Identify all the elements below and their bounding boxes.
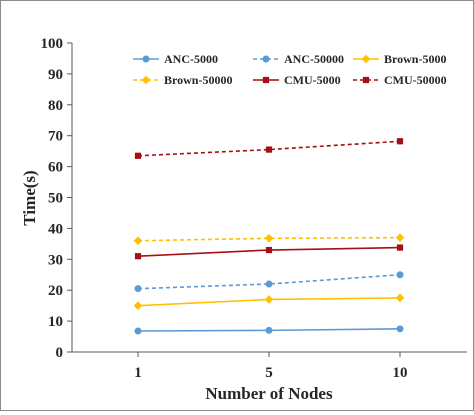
data-point-cmu-5000 — [265, 246, 273, 254]
legend-marker-cmu-50000 — [362, 76, 370, 84]
legend-entry-cmu-50000: CMU-50000 — [353, 73, 447, 87]
x-tick-label: 5 — [265, 365, 273, 381]
y-tick-label: 100 — [41, 36, 64, 52]
legend: ANC-5000 ANC-50000 Brown-5000 Brown-50000 CM… — [133, 52, 447, 87]
legend-label-brown-5000: Brown-5000 — [384, 52, 446, 66]
legend-label-cmu-5000: CMU-5000 — [284, 73, 341, 87]
y-tick-label: 20 — [48, 283, 63, 299]
series-line-anc-50000 — [137, 273, 401, 290]
data-point-brown-50000 — [264, 233, 274, 243]
data-point-brown-50000 — [133, 236, 143, 246]
y-tick-label: 10 — [48, 314, 63, 330]
data-point-anc-5000 — [396, 325, 404, 333]
legend-label-anc-50000: ANC-50000 — [284, 52, 344, 66]
axes: 0 10 20 30 40 50 60 70 80 90 100 1 5 10 — [41, 36, 467, 381]
data-point-cmu-50000 — [265, 146, 273, 153]
data-point-brown-5000 — [133, 301, 143, 310]
legend-entry-brown-50000: Brown-50000 — [133, 73, 232, 87]
data-point-anc-50000 — [134, 285, 142, 293]
y-tick-label: 90 — [48, 67, 63, 83]
series-brown-50000 — [133, 233, 405, 246]
legend-entry-anc-50000: ANC-50000 — [253, 52, 344, 66]
data-point-anc-5000 — [265, 326, 273, 334]
x-axis-title: Number of Nodes — [205, 384, 333, 403]
series-cmu-50000 — [134, 138, 404, 159]
legend-entry-anc-5000: ANC-5000 — [133, 52, 218, 66]
data-point-brown-5000 — [395, 293, 405, 303]
legend-entry-brown-5000: Brown-5000 — [353, 52, 446, 66]
legend-entry-cmu-5000: CMU-5000 — [253, 73, 341, 87]
data-point-cmu-5000 — [396, 244, 404, 251]
data-point-anc-50000 — [265, 280, 273, 288]
series-lines — [133, 138, 405, 335]
series-anc-5000 — [134, 325, 404, 335]
data-point-brown-5000 — [264, 295, 274, 304]
legend-marker-cmu-5000 — [262, 76, 270, 84]
legend-label-brown-50000: Brown-50000 — [164, 73, 232, 87]
legend-label-anc-5000: ANC-5000 — [164, 52, 218, 66]
y-tick-label: 40 — [48, 221, 63, 237]
legend-marker-brown-5000 — [361, 54, 371, 64]
legend-label-cmu-50000: CMU-50000 — [384, 73, 447, 87]
data-point-brown-50000 — [395, 233, 405, 242]
y-tick-label: 70 — [48, 129, 63, 145]
series-cmu-5000 — [134, 244, 404, 260]
series-line-cmu-50000 — [137, 140, 401, 157]
y-axis-title: Time(s) — [20, 170, 39, 225]
data-point-anc-5000 — [134, 327, 142, 335]
y-tick-label: 50 — [48, 191, 63, 207]
data-point-cmu-50000 — [396, 138, 404, 145]
data-point-anc-50000 — [396, 271, 404, 279]
legend-marker-brown-50000 — [141, 75, 151, 85]
y-tick-label: 80 — [48, 98, 63, 114]
series-brown-5000 — [133, 293, 405, 310]
data-point-cmu-50000 — [134, 152, 142, 159]
x-tick-label: 10 — [393, 365, 408, 381]
y-tick-label: 30 — [48, 252, 63, 268]
legend-marker-anc-50000 — [262, 55, 270, 63]
legend-marker-anc-5000 — [142, 55, 150, 63]
data-point-cmu-5000 — [134, 253, 142, 260]
y-tick-label: 60 — [48, 160, 63, 176]
series-line-brown-50000 — [137, 236, 401, 242]
x-tick-label: 1 — [134, 365, 142, 381]
series-anc-50000 — [134, 271, 404, 293]
y-tick-label: 0 — [56, 345, 64, 361]
